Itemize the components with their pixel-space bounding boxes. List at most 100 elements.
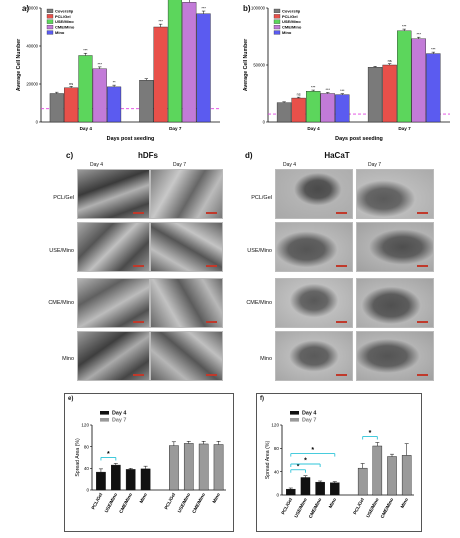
significance-label: * (369, 430, 372, 437)
bar (382, 64, 397, 123)
legend-label: Coverslip (55, 8, 74, 13)
bar (107, 86, 122, 123)
x-category-label: PCL/Gel (352, 497, 365, 515)
panel-c-row-label: CME/Mino (48, 300, 74, 306)
hdf-micrograph-pclgel-day4 (77, 169, 150, 219)
legend-label: USE/Mino (282, 19, 301, 24)
panel-d-day4-header: Day 4 (283, 162, 297, 168)
x-category-label: Day 7 (398, 126, 411, 131)
hacat-micrograph-mino-day7 (356, 331, 434, 381)
y-tick-label: 0 (276, 493, 279, 498)
panel-d-label: d) (245, 151, 253, 160)
x-category-label: Mino (211, 492, 221, 504)
x-category-label: USE/Mino (177, 492, 192, 513)
scale-bar (417, 265, 428, 267)
bar (139, 79, 154, 123)
scale-bar (336, 321, 347, 323)
bar (300, 477, 311, 496)
y-axis-label: Average Cell Number (16, 39, 22, 91)
panel-d-row-label: PCL/Gel (251, 195, 272, 201)
x-category-label: Day 7 (169, 126, 182, 131)
x-category-label: PCL/Gel (280, 497, 293, 515)
x-category-label: Mino (328, 497, 338, 509)
bar (111, 464, 121, 491)
y-tick-label: 120 (81, 423, 89, 428)
legend-swatch (273, 19, 281, 24)
y-tick-label: 80 (274, 446, 280, 451)
hdf-micrograph-cmemino-day7 (150, 278, 223, 328)
legend-swatch (273, 8, 281, 13)
legend-swatch (273, 14, 281, 19)
y-tick-label: 60000 (26, 6, 38, 11)
legend-swatch (46, 8, 54, 13)
scale-bar (133, 374, 144, 376)
panel-c-day7-header: Day 7 (173, 162, 187, 168)
y-tick-label: 100000 (251, 6, 266, 11)
bar (183, 443, 194, 491)
scale-bar (206, 212, 217, 214)
significance-label: *** (340, 89, 345, 93)
scale-bar (133, 321, 144, 323)
legend-label: USE/Mino (55, 19, 74, 24)
bar (196, 13, 211, 123)
x-category-label: Day 4 (307, 126, 320, 131)
legend-label: CME/Mino (282, 25, 302, 30)
bar (320, 93, 335, 123)
bar (153, 26, 168, 123)
bar (367, 67, 383, 123)
legend-swatch (290, 418, 299, 422)
y-tick-label: 40 (84, 466, 90, 471)
x-category-label: PCL/Gel (163, 492, 176, 510)
scale-bar (336, 212, 347, 214)
hacat-micrograph-usemino-day4 (275, 222, 353, 272)
hacat-micrograph-pclgel-day7 (356, 169, 434, 219)
legend-label: Day 4 (302, 411, 316, 417)
legend-label: Mino (282, 30, 292, 35)
panel-b-label: b) (243, 4, 251, 13)
bar (335, 94, 350, 123)
panel-d-row-label: Mino (260, 356, 272, 362)
panel-c-row-label: Mino (62, 356, 74, 362)
hdf-micrograph-mino-day4 (77, 331, 150, 381)
legend-label: Day 7 (302, 418, 316, 424)
bar (182, 2, 197, 123)
legend-swatch (46, 19, 54, 24)
x-axis-label: Days post seeding (335, 136, 383, 142)
bar (315, 481, 325, 496)
panel-c-label: c) (66, 151, 74, 160)
cell-count-chart-hacat: 0 50000 100000 Average Cell Number ns *** *** *… (243, 6, 450, 142)
significance-label: *** (326, 88, 331, 92)
legend-swatch (46, 25, 54, 30)
panel-c-row-label: USE/Mino (49, 248, 74, 254)
bar (306, 91, 321, 123)
scale-bar (206, 265, 217, 267)
bar (213, 444, 224, 491)
significance-label: *** (417, 33, 422, 37)
panel-f-frame (256, 393, 422, 532)
panel-e-label: e) (68, 396, 74, 402)
legend-label: Mino (55, 30, 65, 35)
y-axis-label: Average Cell Number (243, 39, 249, 91)
y-tick-label: 40 (274, 469, 280, 474)
y-axis-label: Spread Area (%) (265, 441, 271, 480)
legend-label: CME/Mino (55, 25, 75, 30)
legend-swatch (100, 418, 109, 422)
legend-swatch (46, 30, 54, 35)
bar (96, 471, 106, 491)
scale-bar (206, 374, 217, 376)
bar (198, 443, 209, 491)
panel-a-label: a) (22, 4, 30, 13)
panel-d-row-label: CME/Mino (246, 300, 272, 306)
scale-bar (336, 374, 347, 376)
hacat-micrograph-mino-day4 (275, 331, 353, 381)
significance-label: * (297, 463, 300, 470)
bar (387, 456, 397, 496)
y-tick-label: 0 (263, 120, 266, 125)
y-tick-label: 20000 (26, 82, 38, 87)
scale-bar (206, 321, 217, 323)
bar (397, 30, 412, 123)
panel-f-label: f) (260, 396, 264, 402)
bar (49, 93, 64, 123)
hdf-micrograph-cmemino-day4 (77, 278, 150, 328)
legend-label: Day 7 (112, 418, 126, 424)
